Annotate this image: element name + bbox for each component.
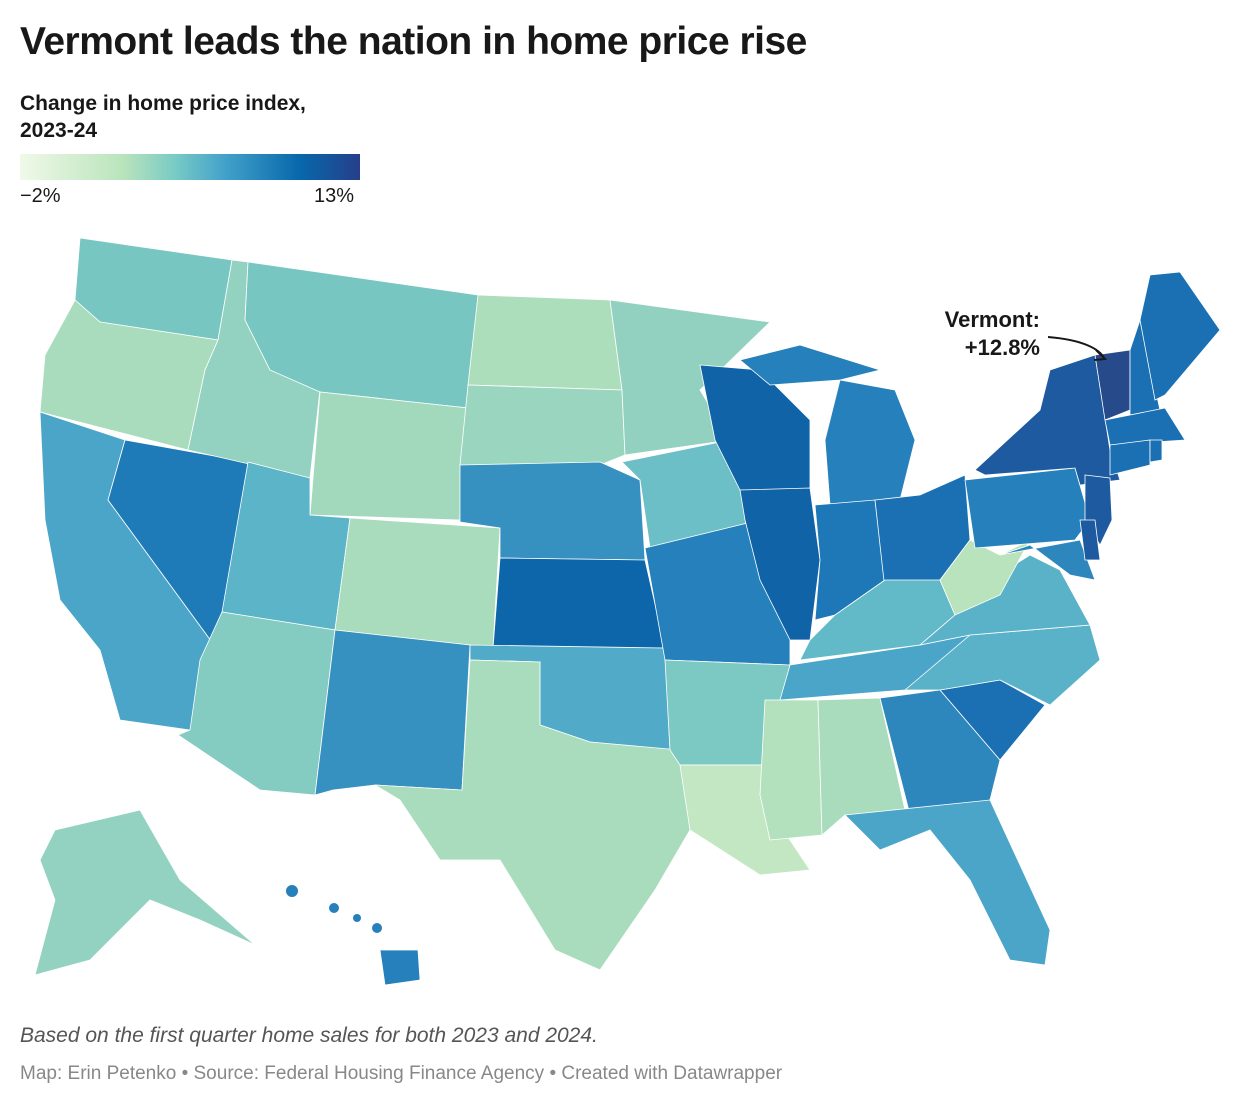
- state-nm[interactable]: [314, 629, 471, 796]
- state-hi[interactable]: [379, 949, 421, 986]
- state-hi-island[interactable]: [372, 923, 382, 933]
- state-md[interactable]: [999, 539, 1096, 581]
- legend-color-scale: [20, 154, 360, 180]
- chart-note: Based on the first quarter home sales fo…: [20, 1024, 598, 1047]
- state-ak[interactable]: [34, 809, 256, 976]
- state-me[interactable]: [1139, 271, 1221, 401]
- state-co[interactable]: [334, 517, 501, 649]
- state-tx[interactable]: [374, 659, 691, 971]
- chart-credits: Map: Erin Petenko • Source: Federal Hous…: [20, 1063, 783, 1084]
- state-ms[interactable]: [759, 699, 823, 841]
- vermont-annotation: Vermont: +12.8%: [920, 306, 1040, 362]
- state-ga[interactable]: [879, 689, 1001, 816]
- state-wy[interactable]: [309, 391, 469, 521]
- legend-title-line1: Change in home price index,: [20, 92, 306, 115]
- legend-max-label: 13%: [314, 185, 355, 207]
- annotation-line2: +12.8%: [964, 335, 1040, 360]
- state-hi-island[interactable]: [286, 885, 298, 897]
- state-nd[interactable]: [467, 294, 623, 391]
- state-de[interactable]: [1079, 519, 1101, 561]
- state-sd[interactable]: [459, 384, 626, 466]
- legend-title-line2: 2023-24: [20, 119, 98, 142]
- state-hi-island[interactable]: [329, 903, 339, 913]
- state-hi-island[interactable]: [353, 914, 361, 922]
- state-mi[interactable]: [824, 379, 916, 506]
- state-il[interactable]: [739, 487, 821, 641]
- state-ma[interactable]: [1104, 407, 1186, 446]
- state-fl[interactable]: [844, 799, 1051, 966]
- state-up[interactable]: [739, 344, 882, 386]
- annotation-arrowhead: [1093, 349, 1108, 361]
- legend-min-label: −2%: [20, 185, 61, 207]
- state-ks[interactable]: [492, 557, 666, 649]
- annotation-line1: Vermont:: [944, 307, 1040, 332]
- chart-title: Vermont leads the nation in home price r…: [20, 20, 807, 63]
- legend-title: Change in home price index, 2023-24: [20, 90, 306, 144]
- state-ct[interactable]: [1109, 439, 1151, 476]
- state-pa[interactable]: [964, 467, 1091, 549]
- state-ri[interactable]: [1149, 439, 1163, 463]
